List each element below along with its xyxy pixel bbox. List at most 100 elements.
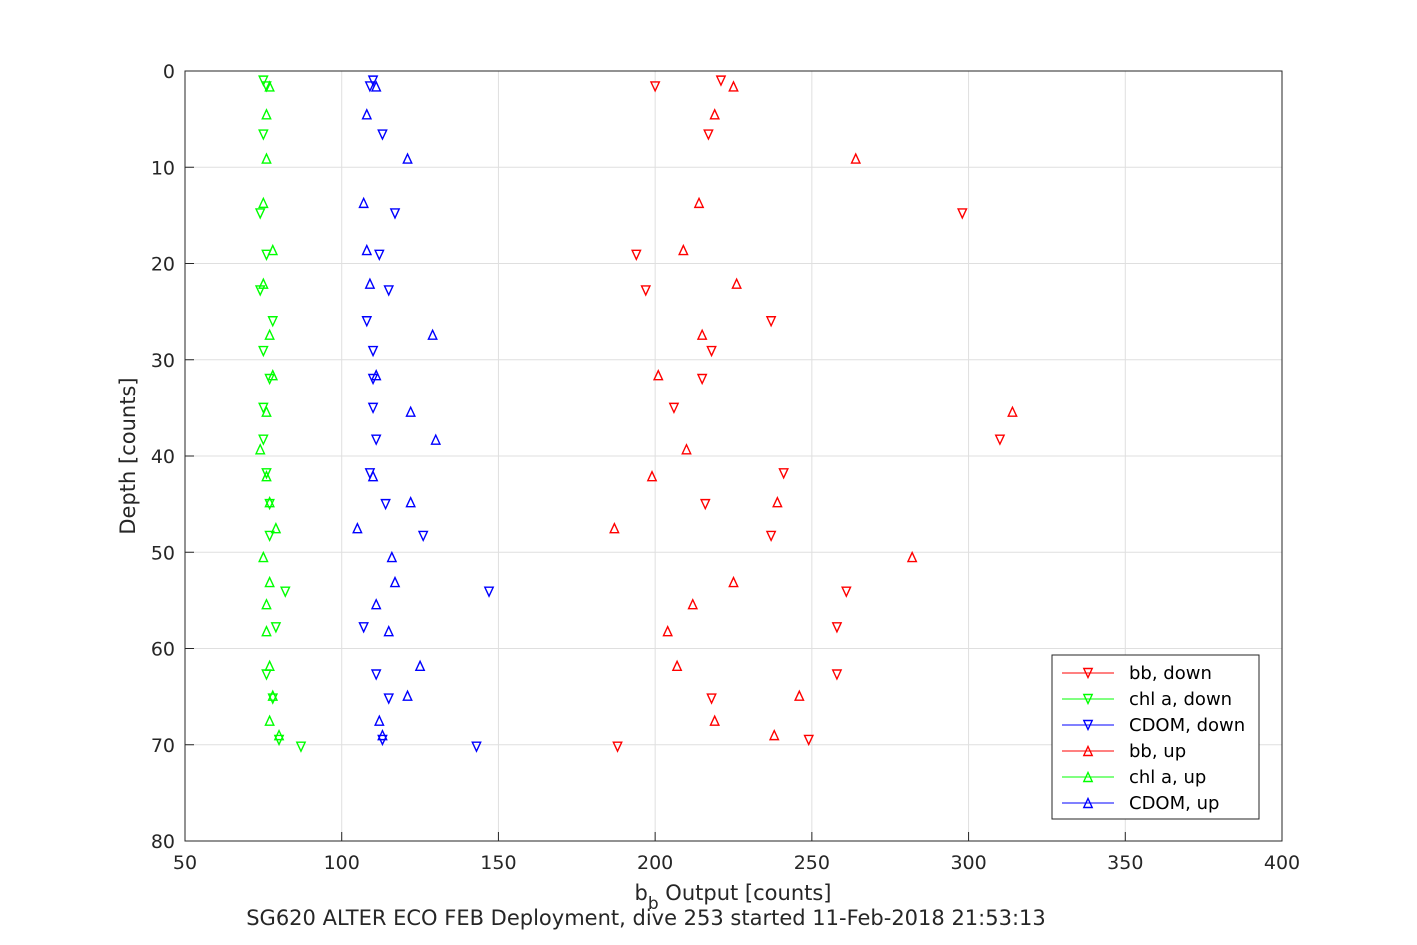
data-point: [389, 575, 401, 588]
data-point: [258, 550, 269, 563]
data-point: [258, 196, 269, 209]
data-point: [803, 734, 815, 747]
data-point: [261, 108, 272, 120]
y-tick-label: 20: [151, 254, 175, 276]
series-5: [352, 80, 442, 741]
data-point: [402, 689, 413, 701]
data-point: [430, 433, 442, 445]
data-point: [414, 659, 426, 672]
legend-marker: [1082, 796, 1094, 809]
data-point: [267, 316, 279, 328]
data-point: [258, 277, 269, 289]
data-point: [370, 598, 382, 610]
data-point: [1007, 405, 1018, 417]
data-point: [906, 550, 918, 563]
data-point: [483, 586, 495, 598]
legend-label: CDOM, up: [1129, 793, 1219, 814]
data-point: [386, 550, 398, 563]
data-point: [377, 728, 388, 741]
legend-marker: [1082, 693, 1094, 706]
x-axis-label: bb Output [counts]: [634, 881, 831, 914]
data-point: [609, 522, 620, 534]
data-point: [709, 108, 720, 120]
legend-label: bb, up: [1129, 741, 1186, 762]
data-point: [612, 741, 623, 753]
data-point: [264, 328, 275, 340]
data-point: [731, 277, 742, 289]
data-point: [631, 249, 642, 261]
data-point: [652, 368, 664, 381]
data-point: [264, 498, 275, 511]
data-point: [687, 598, 699, 610]
data-point: [405, 496, 416, 508]
data-point: [364, 81, 376, 93]
x-tick-label: 300: [950, 852, 986, 874]
data-point: [706, 345, 717, 358]
data-point: [765, 316, 777, 328]
data-point: [258, 434, 269, 446]
data-point: [417, 530, 429, 543]
x-tick-label: 50: [173, 852, 197, 874]
legend-marker: [1082, 770, 1094, 783]
x-tick-label: 250: [794, 852, 830, 874]
data-point: [267, 693, 279, 705]
data-point: [279, 586, 291, 598]
x-tick-label: 350: [1107, 852, 1143, 874]
data-point: [831, 669, 843, 681]
data-point: [367, 470, 379, 482]
data-point: [264, 575, 275, 588]
y-tick-label: 60: [151, 639, 175, 661]
x-axis-label-rest: Output [counts]: [659, 881, 832, 905]
data-markers: [254, 75, 1018, 753]
data-point: [361, 316, 373, 328]
legend-box: [1051, 654, 1260, 820]
data-point: [662, 625, 673, 637]
data-point: [649, 81, 661, 93]
data-point: [380, 498, 391, 511]
data-point: [696, 373, 708, 386]
data-point: [258, 129, 269, 141]
data-point: [258, 345, 269, 358]
data-point: [267, 243, 279, 256]
y-tick-label: 80: [151, 831, 175, 853]
y-axis-label: Depth [counts]: [116, 377, 140, 534]
data-point: [370, 80, 382, 92]
data-point: [699, 498, 711, 511]
data-point: [850, 152, 862, 164]
y-tick-label: 40: [151, 446, 175, 468]
data-point: [270, 622, 282, 634]
series-2: [358, 75, 495, 753]
data-point: [264, 80, 275, 92]
data-point: [471, 741, 482, 753]
data-point: [678, 243, 689, 256]
data-point: [267, 368, 279, 381]
data-point: [794, 689, 805, 701]
data-point: [374, 249, 385, 261]
data-point: [693, 196, 705, 209]
data-point: [709, 714, 720, 726]
series-3: [609, 80, 1018, 741]
data-point: [352, 522, 363, 534]
data-point: [361, 108, 373, 120]
data-point: [703, 129, 714, 141]
data-point: [681, 443, 692, 455]
data-point: [831, 622, 843, 634]
data-point: [772, 496, 783, 508]
y-tick-label: 10: [151, 157, 175, 179]
data-point: [640, 285, 652, 297]
legend-label: bb, down: [1129, 663, 1212, 684]
data-point: [273, 728, 285, 741]
data-point: [377, 129, 388, 141]
data-point: [696, 328, 708, 340]
data-point: [728, 80, 739, 92]
data-point: [646, 470, 658, 482]
data-point: [370, 368, 382, 381]
x-axis-label-subscript: b: [648, 894, 659, 914]
data-point: [361, 243, 373, 256]
data-point: [383, 285, 395, 297]
y-tick-label: 70: [151, 735, 175, 757]
data-point: [264, 530, 275, 543]
legend-label: chl a, down: [1129, 689, 1232, 710]
x-tick-label: 200: [637, 852, 673, 874]
x-tick-label: 400: [1264, 852, 1300, 874]
